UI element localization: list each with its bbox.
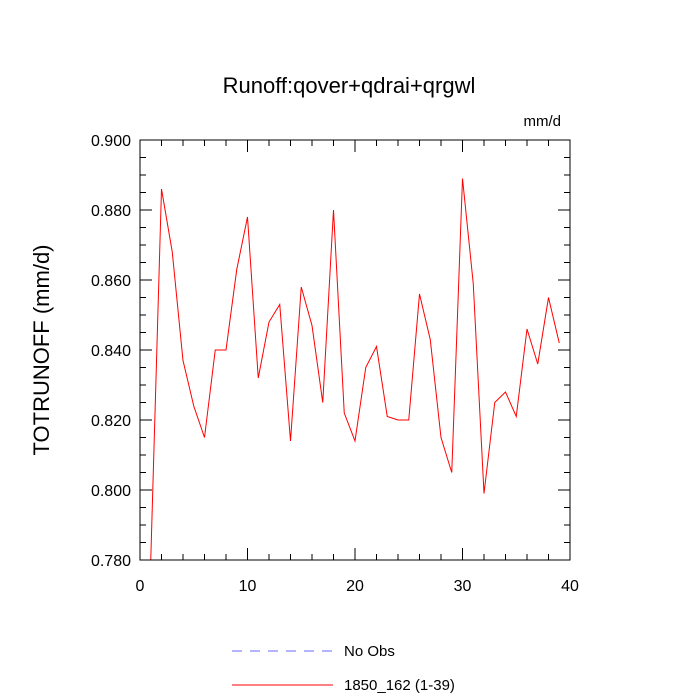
x-tick-label-30: 30: [454, 578, 472, 595]
y-tick-label-0.780: 0.780: [91, 553, 131, 570]
y-tick-label-0.800: 0.800: [91, 483, 131, 500]
y-tick-label-0.840: 0.840: [91, 343, 131, 360]
y-axis-label: TOTRUNOFF (mm/d): [29, 244, 54, 455]
series-line-1: [150, 178, 560, 561]
legend-label-1850-162: 1850_162 (1-39): [344, 677, 455, 694]
y-tick-labels: 0.780 0.800 0.820 0.840 0.860 0.880 0.900: [91, 133, 131, 570]
y-tick-label-0.820: 0.820: [91, 413, 131, 430]
legend-label-no-obs: No Obs: [344, 643, 395, 660]
tick-marks: [139, 139, 571, 561]
x-tick-label-20: 20: [346, 578, 364, 595]
y-tick-label-0.880: 0.880: [91, 203, 131, 220]
x-tick-label-10: 10: [239, 578, 257, 595]
x-tick-label-0: 0: [136, 578, 145, 595]
x-tick-labels: 0 10 20 30 40: [136, 578, 579, 595]
y-tick-label-0.860: 0.860: [91, 273, 131, 290]
legend: No Obs 1850_162 (1-39): [232, 643, 455, 694]
series-layer: [150, 178, 560, 561]
plot-frame: [139, 139, 571, 561]
x-tick-label-40: 40: [561, 578, 579, 595]
y-tick-label-0.900: 0.900: [91, 133, 131, 150]
units-label: mm/d: [524, 113, 562, 130]
chart-title: Runoff:qover+qdrai+qrgwl: [223, 73, 476, 98]
